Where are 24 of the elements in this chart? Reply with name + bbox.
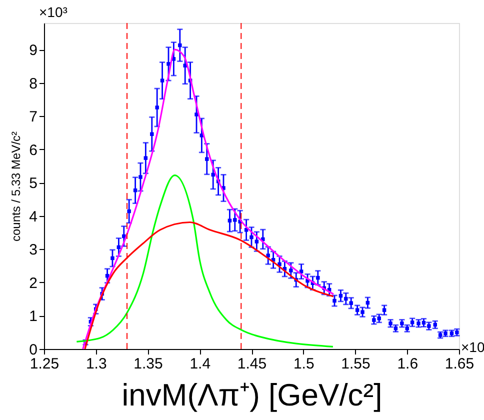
x-tick-label: 1.4: [190, 356, 211, 372]
y-tick-label: 7: [29, 108, 38, 126]
text: ×10: [461, 339, 484, 355]
x-axis-title: invM(Λπ⁺) [GeV/c²]: [122, 378, 382, 412]
y-tick-label: 0: [29, 342, 38, 358]
y-tick-label: 2: [29, 274, 38, 292]
y-tick-label: 3: [29, 242, 38, 259]
y-tick-label: 9: [29, 42, 38, 60]
x-tick-label: 1.65: [444, 356, 474, 372]
x-tick-label: 1.35: [134, 356, 163, 372]
text: ×10³: [39, 4, 68, 20]
line-series: [76, 174, 334, 348]
x-tick-label: 1.6: [397, 356, 418, 372]
y-tick-label: 4: [29, 208, 38, 226]
y-tick-label: 1: [29, 308, 38, 326]
y-tick-label: 8: [29, 75, 38, 92]
y-tick-label: 6: [29, 142, 38, 159]
y-axis-title: counts / 5.33 MeV/c²: [9, 131, 24, 242]
x-tick-label: 1.5: [293, 356, 314, 372]
x-tick-label: 1.55: [341, 356, 370, 372]
x-tick-label: 1.25: [30, 356, 60, 372]
x-tick-label: 1.3: [86, 356, 107, 372]
x-tick-label: 1.45: [237, 356, 267, 372]
y-tick-label: 5: [29, 175, 38, 192]
